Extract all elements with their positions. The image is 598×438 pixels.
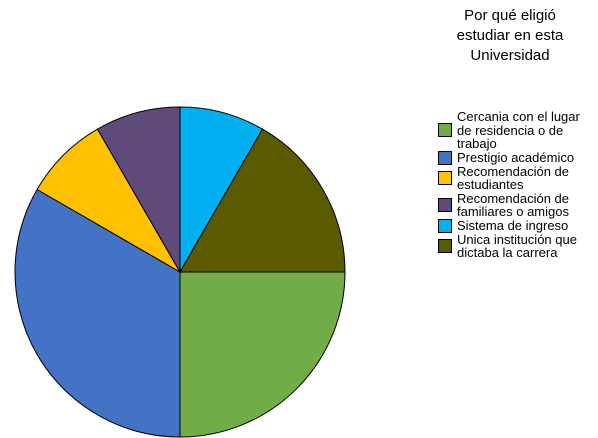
legend-label: Prestigio académico <box>457 149 575 165</box>
legend: Cercania con el lugar de residencia o de… <box>438 110 598 260</box>
legend-swatch <box>438 123 452 138</box>
legend-item: Recomendación de familiares o amigos <box>438 190 598 219</box>
legend-label: Cercania con el lugar de residencia o de… <box>457 109 580 151</box>
legend-item: Prestigio académico <box>438 149 598 165</box>
legend-label: Recomendación de familiares o amigos <box>457 190 570 219</box>
legend-title: Por qué eligió estudiar en esta Universi… <box>456 7 564 64</box>
legend-item: Cercania con el lugar de residencia o de… <box>438 110 598 151</box>
legend-label: Sistema de ingreso <box>457 217 569 233</box>
pie-area <box>14 106 346 438</box>
legend-item: Unica institución que dictaba la carrera <box>438 231 598 260</box>
legend-swatch <box>438 171 452 185</box>
legend-swatch <box>438 218 452 233</box>
legend-item: Sistema de ingreso <box>438 217 598 233</box>
pie-slice <box>179 271 346 438</box>
legend-label: Recomendación de estudiantes <box>457 163 570 192</box>
pie-slice <box>96 106 181 274</box>
pie-slice <box>14 188 181 438</box>
legend-swatch <box>438 150 452 165</box>
legend-swatch <box>438 239 452 253</box>
legend-label: Unica institución que dictaba la carrera <box>457 231 577 260</box>
pie-slice <box>179 106 264 274</box>
legend-swatch <box>438 198 452 212</box>
legend-item: Recomendación de estudiantes <box>438 163 598 192</box>
pie-slice <box>36 128 182 274</box>
pie-slice <box>179 128 346 273</box>
